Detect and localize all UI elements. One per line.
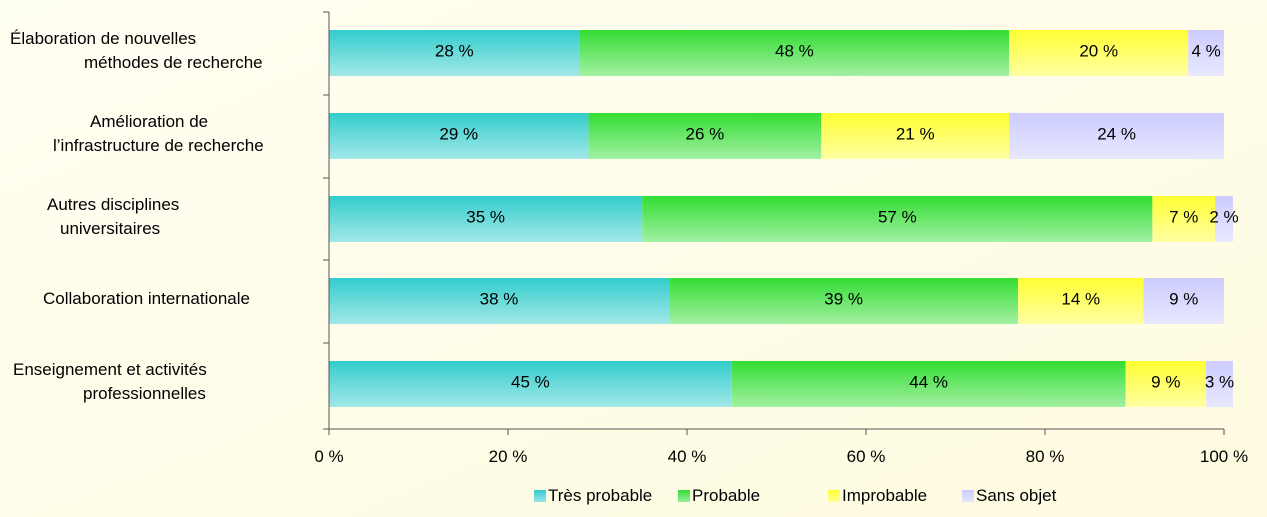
bar-segment [1125,361,1207,407]
category-label-line: méthodes de recherche [84,53,263,72]
category-label-line: Élaboration de nouvelles [10,29,197,48]
data-label: 3 % [1205,372,1234,391]
bar-segment [329,113,589,159]
x-tick-label: 60 % [847,447,886,466]
bar-segment [821,113,1010,159]
x-tick-label: 80 % [1026,447,1065,466]
bar-segment [329,196,643,242]
legend-label: Probable [692,486,761,505]
bar-segment [731,361,1126,407]
category-label: Élaboration de nouvelles méthodes de rech… [0,27,318,75]
category-label-line: l’infrastructure de recherche [53,136,264,155]
legend-swatch [678,490,690,502]
data-label: 28 % [435,41,474,60]
bar-segment [329,278,670,324]
legend-swatch [962,490,974,502]
bars-layer: 28 % 48 % 20 % 4 % 29 % 26 % 21 % 24 % 35 % 57 % 7… [329,30,1239,407]
data-label: 29 % [439,124,478,143]
bar-segment [642,196,1153,242]
bar-segment [1152,196,1216,242]
data-label: 44 % [909,372,948,391]
legend-swatch [828,490,840,502]
x-tick-label: 0 % [314,447,343,466]
data-label: 38 % [480,289,519,308]
data-label: 24 % [1097,124,1136,143]
bar-segment [579,30,1010,76]
category-label: Enseignement et activités professionnelle… [0,358,318,406]
data-label: 26 % [686,124,725,143]
x-tick-label: 20 % [489,447,528,466]
bar-segment [1215,196,1233,242]
legend-label: Sans objet [976,486,1057,505]
category-label-line: Enseignement et activités [13,360,207,379]
category-label-line: Amélioration de [90,112,209,131]
category-label-line: universitaires [60,219,161,238]
data-label: 4 % [1191,41,1220,60]
data-label: 48 % [775,41,814,60]
data-label: 35 % [466,207,505,226]
data-label: 20 % [1079,41,1118,60]
x-tick-label: 40 % [668,447,707,466]
bar-segment [329,361,732,407]
legend-swatch [534,490,546,502]
data-label: 45 % [511,372,550,391]
data-label: 14 % [1061,289,1100,308]
bar-segment [1188,30,1224,76]
data-label: 7 % [1169,207,1198,226]
category-label-line: professionnelles [83,384,206,403]
category-label: Amélioration de l’infrastructure de reche… [0,110,318,158]
x-tick-label: 100 % [1200,447,1248,466]
data-label: 57 % [878,207,917,226]
category-label-line: Collaboration internationale [43,289,250,308]
data-label: 9 % [1169,289,1198,308]
data-label: 21 % [896,124,935,143]
legend-label: Improbable [842,486,928,505]
bar-segment [1009,30,1189,76]
category-label: Autres disciplines universitaires [0,193,318,241]
data-label: 2 % [1209,207,1238,226]
bar-segment [1018,278,1144,324]
bar-segment [1009,113,1224,159]
bar-segment [1143,278,1224,324]
category-label-line: Autres disciplines [47,195,180,214]
bar-segment [1206,361,1233,407]
bar-segment [588,113,822,159]
data-label: 9 % [1151,372,1180,391]
legend-label: Très probable [548,486,653,505]
axis-layer: 0 % 20 % 40 % 60 % 80 % 100 % [314,11,1248,466]
bar-segment [669,278,1019,324]
bar-segment [329,30,580,76]
category-label: Collaboration internationale [0,287,318,311]
data-label: 39 % [824,289,863,308]
